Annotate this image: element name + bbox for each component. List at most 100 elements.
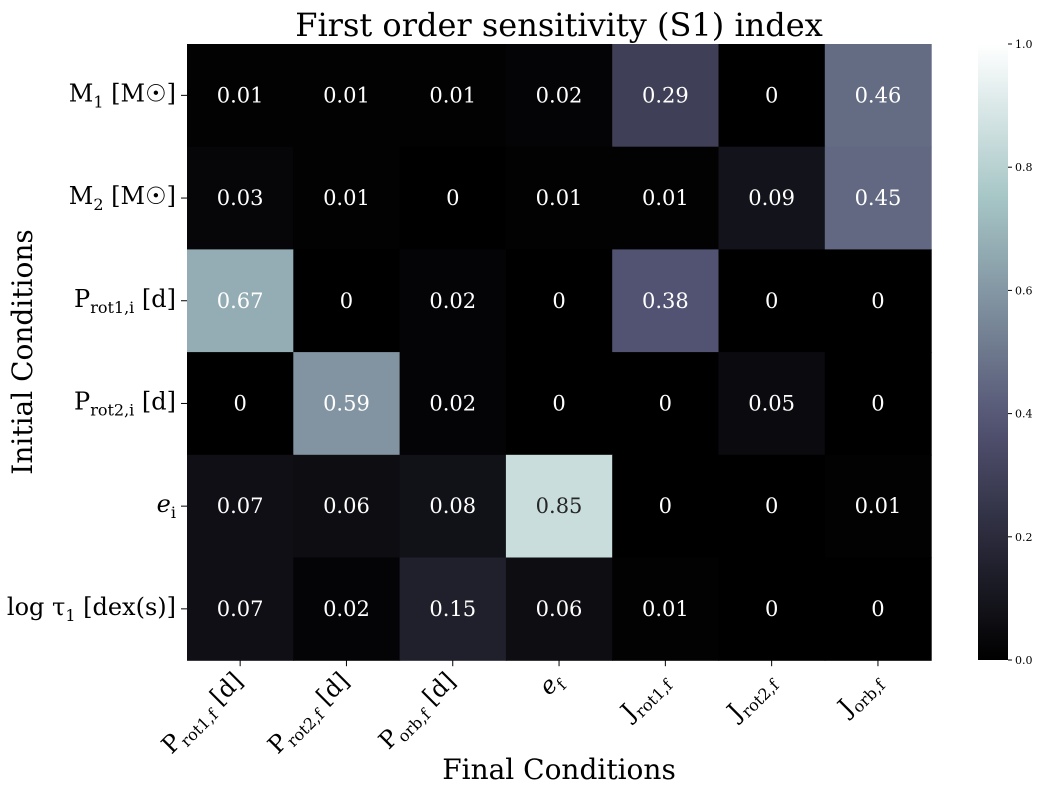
heatmap-cell: [824, 454, 932, 559]
cell-value-label: 0.85: [536, 494, 583, 518]
cell-value-label: 0: [765, 289, 778, 313]
cell-value-label: 0: [659, 494, 672, 518]
cell-value-label: 0: [765, 83, 778, 107]
cell-value-label: 0.67: [217, 289, 264, 313]
cell-value-label: 0: [765, 597, 778, 621]
y-tick-label: Prot2,i [d]: [74, 387, 176, 419]
cell-value-label: 0.01: [323, 83, 370, 107]
cell-value-label: 0: [552, 289, 565, 313]
x-tick-label: Prot2,f [d]: [262, 667, 357, 762]
y-tick-label: log τ1 [dex(s)]: [7, 593, 176, 625]
heatmap-cell: [505, 249, 613, 353]
heatmap-cell: [399, 249, 507, 353]
cell-value-label: 0.59: [323, 391, 370, 415]
heatmap-cell: [612, 454, 720, 559]
tick-subscript: 1: [93, 92, 103, 111]
cell-value-label: 0.29: [642, 83, 689, 107]
tick-main: P: [74, 387, 90, 415]
heatmap-cell: [718, 557, 826, 661]
cell-value-label: 0: [871, 391, 884, 415]
heatmap-cell: [399, 44, 507, 148]
tick-subscript: i: [171, 503, 176, 522]
cell-value-label: 0.08: [429, 494, 476, 518]
tick-main: P: [74, 285, 90, 313]
cell-value-label: 0.05: [748, 391, 795, 415]
x-tick-label: Jrot1,f: [613, 666, 677, 730]
heatmap-cell: [505, 44, 613, 148]
x-tick-label: Prot1,f [d]: [156, 667, 251, 762]
heatmap-cell: [612, 557, 720, 661]
tick-subscript: rot1,i: [90, 298, 134, 317]
heatmap-cells: 0.01 0.01 0.01 0.02 0.29 0 0.46 0.03 0.01 0 0.01 0.…: [187, 44, 932, 661]
tick-unit: [M☉]: [104, 182, 176, 210]
heatmap-cell: [293, 454, 401, 559]
tick-main: M: [69, 79, 94, 107]
colorbar-tick-label: 0.8: [1015, 161, 1033, 174]
heatmap-cell: [293, 146, 401, 250]
heatmap-cell: [824, 146, 932, 250]
cell-value-label: 0: [552, 391, 565, 415]
y-axis-label: Initial Conditions: [6, 229, 39, 474]
heatmap-cell: [293, 249, 401, 353]
y-tick-label: M2 [M☉]: [69, 182, 176, 214]
y-axis-ticks: M1 [M☉]M2 [M☉]Prot1,i [d]Prot2,i [d]eilo…: [7, 79, 187, 625]
cell-value-label: 0.06: [536, 597, 583, 621]
y-tick-label: M1 [M☉]: [69, 79, 176, 111]
cell-value-label: 0.06: [323, 494, 370, 518]
heatmap-cell: [293, 44, 401, 148]
tick-subscript: rot2,i: [90, 400, 134, 419]
heatmap-cell: [187, 352, 294, 456]
heatmap-cell: [187, 146, 294, 250]
colorbar-tick-label: 0.6: [1015, 284, 1033, 297]
heatmap-cell: [718, 249, 826, 353]
heatmap-cell: [612, 249, 720, 353]
heatmap-cell: [505, 557, 613, 661]
cell-value-label: 0: [446, 186, 459, 210]
tick-subscript: rot1,f: [631, 675, 677, 721]
cell-value-label: 0.03: [217, 186, 264, 210]
heatmap-cell: [505, 454, 613, 559]
cell-value-label: 0.01: [855, 494, 902, 518]
x-tick-label: Jorb,f: [830, 666, 890, 726]
heatmap-cell: [824, 44, 932, 148]
chart-title: First order sensitivity (S1) index: [295, 6, 823, 44]
x-axis-label: Final Conditions: [442, 753, 676, 786]
tick-subscript: orb,f: [848, 675, 889, 716]
colorbar: 0.0 0.2 0.4 0.6 0.8 1.0: [978, 38, 1033, 667]
heatmap-cell: [293, 352, 401, 456]
cell-value-label: 0.01: [323, 186, 370, 210]
cell-value-label: 0: [659, 391, 672, 415]
cell-value-label: 0.02: [323, 597, 370, 621]
heatmap-cell: [612, 44, 720, 148]
cell-value-label: 0.01: [642, 186, 689, 210]
colorbar-tick-label: 0.4: [1015, 408, 1033, 421]
heatmap-cell: [505, 146, 613, 250]
tick-main: log τ: [7, 593, 65, 621]
cell-value-label: 0.46: [855, 83, 902, 107]
colorbar-tick-label: 0.2: [1015, 531, 1033, 544]
heatmap-cell: [187, 557, 294, 661]
heatmap-cell: [187, 249, 294, 353]
cell-value-label: 0.01: [429, 83, 476, 107]
tick-subscript: 1: [65, 606, 75, 625]
cell-value-label: 0.07: [217, 597, 264, 621]
x-axis-ticks: Prot1,f [d]Prot2,f [d]Porb,f [d] ef Jrot1,…: [156, 660, 890, 762]
y-tick-label: Prot1,i [d]: [74, 285, 176, 317]
tick-unit: [d]: [134, 285, 176, 313]
heatmap-cell: [718, 146, 826, 250]
heatmap-cell: [612, 352, 720, 456]
cell-value-label: 0.38: [642, 289, 689, 313]
colorbar-tick-label: 0.0: [1015, 654, 1033, 667]
heatmap-cell: [399, 146, 507, 250]
cell-value-label: 0.01: [536, 186, 583, 210]
heatmap-cell: [187, 454, 294, 559]
tick-unit: [M☉]: [104, 79, 176, 107]
cell-value-label: 0.02: [536, 83, 583, 107]
heatmap-cell: [824, 557, 932, 661]
cell-value-label: 0: [233, 391, 246, 415]
cell-value-label: 0: [871, 289, 884, 313]
tick-unit: [dex(s)]: [76, 593, 177, 621]
colorbar-tick-label: 1.0: [1015, 38, 1033, 51]
cell-value-label: 0.01: [217, 83, 264, 107]
